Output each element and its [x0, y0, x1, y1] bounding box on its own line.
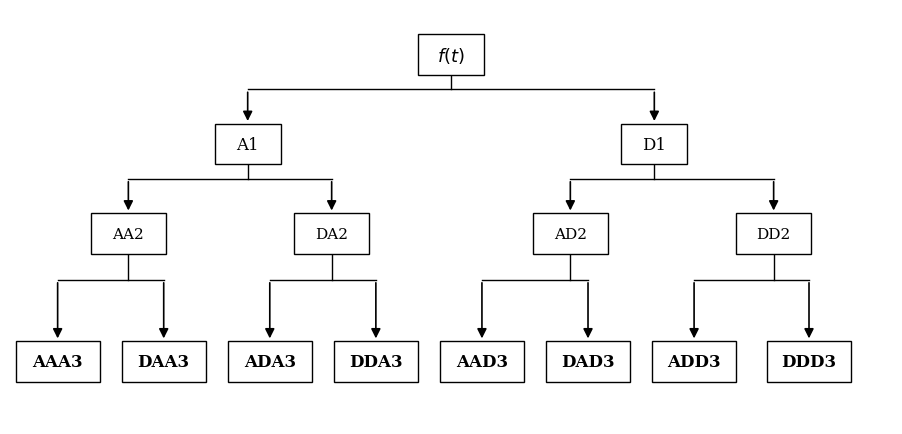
Text: DD2: DD2 — [757, 227, 791, 241]
FancyBboxPatch shape — [91, 214, 166, 254]
Text: $f(t)$: $f(t)$ — [437, 46, 465, 66]
FancyBboxPatch shape — [215, 125, 281, 165]
FancyBboxPatch shape — [15, 342, 99, 382]
FancyBboxPatch shape — [767, 342, 851, 382]
FancyBboxPatch shape — [546, 342, 630, 382]
Text: AAA3: AAA3 — [32, 353, 83, 370]
Text: AAD3: AAD3 — [456, 353, 508, 370]
Text: A1: A1 — [236, 136, 259, 153]
Text: AA2: AA2 — [113, 227, 144, 241]
Text: DDD3: DDD3 — [781, 353, 836, 370]
Text: AD2: AD2 — [554, 227, 587, 241]
FancyBboxPatch shape — [621, 125, 687, 165]
FancyBboxPatch shape — [418, 35, 484, 76]
FancyBboxPatch shape — [122, 342, 206, 382]
FancyBboxPatch shape — [533, 214, 608, 254]
FancyBboxPatch shape — [294, 214, 369, 254]
Text: D1: D1 — [642, 136, 667, 153]
FancyBboxPatch shape — [736, 214, 811, 254]
Text: ADD3: ADD3 — [667, 353, 721, 370]
FancyBboxPatch shape — [334, 342, 418, 382]
Text: ADA3: ADA3 — [244, 353, 296, 370]
FancyBboxPatch shape — [228, 342, 312, 382]
Text: DA2: DA2 — [315, 227, 348, 241]
FancyBboxPatch shape — [440, 342, 524, 382]
Text: DAA3: DAA3 — [138, 353, 189, 370]
Text: DAD3: DAD3 — [561, 353, 615, 370]
FancyBboxPatch shape — [652, 342, 736, 382]
Text: DDA3: DDA3 — [349, 353, 402, 370]
